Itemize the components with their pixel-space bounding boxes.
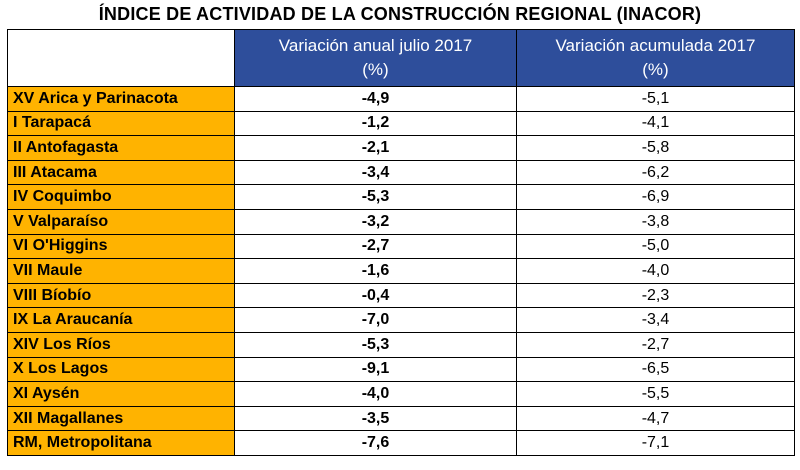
table-row: VI O'Higgins -2,7 -5,0: [7, 233, 795, 260]
column-header-cumulative-line2: (%): [642, 60, 669, 79]
annual-variation-value: -3,2: [234, 208, 517, 235]
table-row: XV Arica y Parinacota -4,9 -5,1: [7, 86, 795, 112]
annual-variation-value: -2,1: [234, 135, 517, 161]
region-label: III Atacama: [7, 159, 235, 186]
table-row: XII Magallanes -3,5 -4,7: [7, 405, 795, 432]
annual-variation-value: -1,2: [234, 110, 517, 137]
annual-variation-value: -7,6: [234, 430, 517, 456]
region-label: IX La Araucanía: [7, 307, 235, 333]
column-header-cumulative: Variación acumulada 2017 (%): [516, 29, 795, 87]
table-row: XI Aysén -4,0 -5,5: [7, 381, 795, 407]
cumulative-variation-value: -6,9: [516, 184, 795, 210]
annual-variation-value: -4,0: [234, 381, 517, 407]
region-label: VI O'Higgins: [7, 233, 235, 260]
cumulative-variation-value: -7,1: [516, 430, 795, 456]
region-label: VIII Bíobío: [7, 282, 235, 309]
column-header-annual-line1: Variación anual julio 2017: [278, 36, 473, 55]
annual-variation-value: -1,6: [234, 258, 517, 284]
region-label: XV Arica y Parinacota: [7, 86, 235, 112]
table-row: II Antofagasta -2,1 -5,8: [7, 135, 795, 161]
table-row: RM, Metropolitana -7,6 -7,1: [7, 430, 795, 456]
annual-variation-value: -4,9: [234, 86, 517, 112]
corner-cell: [7, 29, 235, 87]
region-label: X Los Lagos: [7, 356, 235, 383]
cumulative-variation-value: -5,1: [516, 86, 795, 112]
annual-variation-value: -3,4: [234, 159, 517, 186]
table-row: I Tarapacá -1,2 -4,1: [7, 110, 795, 137]
cumulative-variation-value: -4,0: [516, 258, 795, 284]
cumulative-variation-value: -5,0: [516, 233, 795, 260]
region-label: XI Aysén: [7, 381, 235, 407]
region-label: VII Maule: [7, 258, 235, 284]
annual-variation-value: -3,5: [234, 405, 517, 432]
column-header-annual: Variación anual julio 2017 (%): [234, 29, 517, 87]
cumulative-variation-value: -5,5: [516, 381, 795, 407]
cumulative-variation-value: -6,2: [516, 159, 795, 186]
cumulative-variation-value: -5,8: [516, 135, 795, 161]
region-label: XII Magallanes: [7, 405, 235, 432]
region-label: I Tarapacá: [7, 110, 235, 137]
region-label: XIV Los Ríos: [7, 331, 235, 358]
annual-variation-value: -5,3: [234, 184, 517, 210]
region-label: IV Coquimbo: [7, 184, 235, 210]
annual-variation-value: -0,4: [234, 282, 517, 309]
cumulative-variation-value: -3,4: [516, 307, 795, 333]
annual-variation-value: -7,0: [234, 307, 517, 333]
annual-variation-value: -2,7: [234, 233, 517, 260]
table-row: III Atacama -3,4 -6,2: [7, 159, 795, 186]
region-label: II Antofagasta: [7, 135, 235, 161]
cumulative-variation-value: -4,1: [516, 110, 795, 137]
table-row: VII Maule -1,6 -4,0: [7, 258, 795, 284]
table-row: VIII Bíobío -0,4 -2,3: [7, 282, 795, 309]
table-row: IX La Araucanía -7,0 -3,4: [7, 307, 795, 333]
cumulative-variation-value: -4,7: [516, 405, 795, 432]
annual-variation-value: -9,1: [234, 356, 517, 383]
header-row: Variación anual julio 2017 (%) Variación…: [7, 29, 795, 87]
table-body: XV Arica y Parinacota -4,9 -5,1 I Tarapacá -…: [7, 86, 795, 456]
table-row: IV Coquimbo -5,3 -6,9: [7, 184, 795, 210]
region-label: RM, Metropolitana: [7, 430, 235, 456]
cumulative-variation-value: -2,3: [516, 282, 795, 309]
table-row: X Los Lagos -9,1 -6,5: [7, 356, 795, 383]
column-header-annual-line2: (%): [362, 60, 389, 79]
cumulative-variation-value: -6,5: [516, 356, 795, 383]
region-label: V Valparaíso: [7, 208, 235, 235]
annual-variation-value: -5,3: [234, 331, 517, 358]
cumulative-variation-value: -3,8: [516, 208, 795, 235]
inacor-table: Variación anual julio 2017 (%) Variación…: [7, 29, 795, 456]
cumulative-variation-value: -2,7: [516, 331, 795, 358]
table-row: V Valparaíso -3,2 -3,8: [7, 208, 795, 235]
table-row: XIV Los Ríos -5,3 -2,7: [7, 331, 795, 358]
column-header-cumulative-line1: Variación acumulada 2017: [555, 36, 756, 55]
table-title: ÍNDICE DE ACTIVIDAD DE LA CONSTRUCCIÓN R…: [98, 4, 702, 24]
